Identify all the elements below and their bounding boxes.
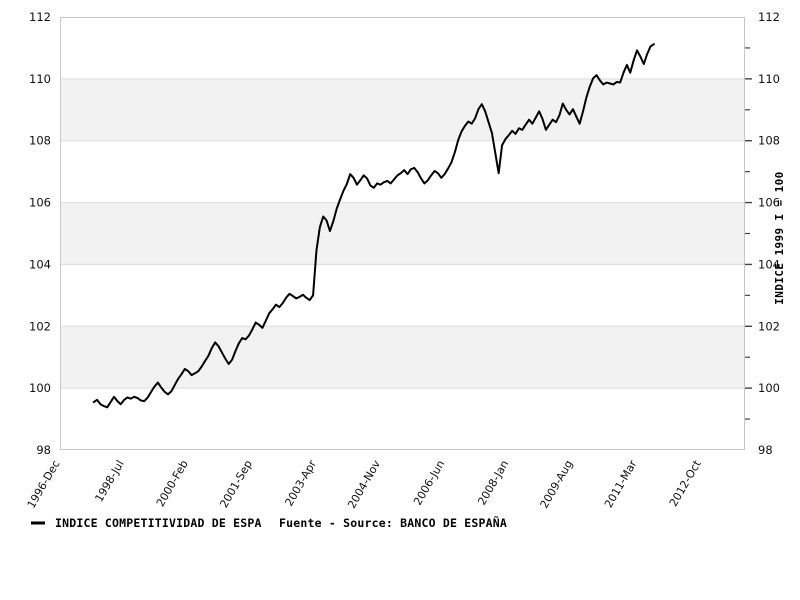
x-tick-label: 2004-Nov	[345, 458, 383, 511]
plot-band	[60, 202, 745, 265]
x-tick-label: 2006-Jun	[411, 458, 447, 508]
plot-band	[60, 326, 745, 389]
x-tick-label: 2011-Mar	[602, 458, 640, 511]
y-tick-label-right: 110	[758, 72, 780, 86]
y-tick-label-right: 108	[758, 134, 780, 148]
y-tick-label-right: 106	[758, 196, 780, 210]
y-tick-label-left: 108	[29, 134, 51, 148]
x-tick-label: 2008-Jan	[475, 458, 511, 507]
y-tick-label-right: 112	[758, 10, 780, 24]
y-tick-label-right: 104	[758, 257, 780, 271]
x-tick-label: 2003-Apr	[282, 458, 319, 509]
x-tick-label: 2012-Oct	[667, 457, 704, 509]
plot-border	[60, 17, 745, 450]
y-tick-label-left: 104	[29, 257, 51, 271]
x-tick-label: 1998-Jul	[93, 458, 127, 504]
y-tick-label-right: 100	[758, 381, 780, 395]
y-tick-label-right: 102	[758, 319, 780, 333]
source-note: Fuente - Source: BANCO DE ESPAÑA	[279, 515, 507, 530]
y-tick-label-left: 98	[36, 443, 51, 457]
series-line-indice-competitividad	[92, 43, 655, 409]
plot-band	[60, 78, 745, 141]
y-tick-label-left: 102	[29, 319, 51, 333]
x-tick-label: 1996-Dec	[25, 458, 63, 511]
y-tick-label-left: 100	[29, 381, 51, 395]
y-tick-label-left: 110	[29, 72, 51, 86]
plot-bands	[60, 17, 745, 450]
legend[interactable]: INDICE COMPETITIVIDAD DE ESPA Fuente - So…	[31, 515, 507, 530]
legend-label: INDICE COMPETITIVIDAD DE ESPA	[55, 516, 262, 530]
x-tick-label: 2000-Feb	[154, 458, 191, 509]
y-tick-label-left: 106	[29, 196, 51, 210]
y-tick-label-right: 98	[758, 443, 773, 457]
x-axis: 1996-Dec 1998-Jul 2000-Feb 2001-Sep 2003-Apr…	[25, 457, 704, 510]
y-tick-label-left: 112	[29, 10, 51, 24]
y-axis-title-right: INDICE 1999 I = 100	[773, 171, 786, 304]
y-axis-right: 98 100 102 104 106 108 110 112	[745, 10, 780, 457]
x-tick-label: 2009-Aug	[538, 458, 576, 511]
y-axis-left: 98 100 102 104 106 108 110 112	[29, 10, 51, 457]
x-tick-label: 2001-Sep	[217, 458, 255, 510]
